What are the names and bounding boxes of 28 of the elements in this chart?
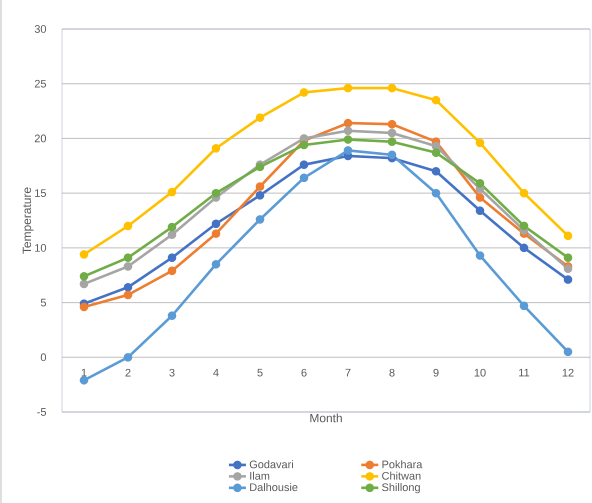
x-tick-label: 9 [433, 368, 439, 377]
y-axis-title: Temperature [22, 187, 34, 254]
x-tick-label: 1 [82, 368, 87, 376]
y-tick-label: 25 [34, 80, 46, 88]
legend-label: Chitwan [382, 472, 420, 480]
y-tick-label: 0 [40, 353, 46, 362]
x-tick-label: 10 [474, 368, 486, 377]
x-tick-label: 7 [346, 368, 350, 376]
x-tick-label: 4 [213, 368, 219, 376]
y-tick-label: 15 [35, 189, 46, 197]
x-tick-label: 6 [302, 368, 307, 377]
x-tick-label: 8 [389, 368, 395, 377]
x-axis-title: Month [310, 414, 342, 422]
x-tick-label: 3 [169, 368, 175, 377]
x-tick-label: 11 [519, 368, 530, 376]
x-tick-label: 2 [126, 368, 130, 376]
y-tick-label: 10 [35, 244, 46, 252]
x-tick-label: 5 [257, 368, 263, 376]
x-tick-label: 12 [562, 368, 574, 376]
legend-label: Godavari [250, 460, 293, 468]
legend-label: Shillong [382, 483, 420, 494]
y-tick-label: -5 [37, 408, 46, 416]
legend-label: Dalhousie [250, 483, 298, 492]
legend-label: Pokhara [382, 460, 422, 468]
y-tick-label: 5 [40, 298, 46, 306]
legend-label: Ilam [250, 472, 270, 480]
y-tick-label: 30 [34, 25, 46, 33]
y-tick-label: 20 [34, 134, 46, 142]
